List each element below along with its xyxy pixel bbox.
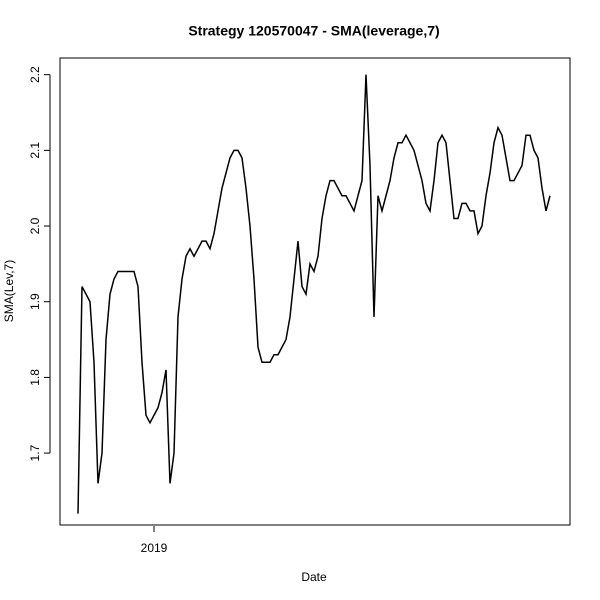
y-tick-label: 1.7 [28, 444, 42, 461]
y-tick-label: 2.0 [28, 217, 42, 234]
y-tick-label: 1.9 [28, 293, 42, 310]
chart-title: Strategy 120570047 - SMA(leverage,7) [188, 23, 439, 39]
data-line [77, 74, 551, 514]
y-tick-label: 1.8 [28, 369, 42, 386]
plot-frame [59, 57, 571, 526]
y-axis-title: SMA(Lev,7) [2, 260, 16, 322]
x-axis-title: Date [301, 570, 327, 584]
y-tick-label: 2.1 [28, 142, 42, 159]
x-tick-label: 2019 [141, 541, 168, 555]
y-tick-label: 2.2 [28, 66, 42, 83]
